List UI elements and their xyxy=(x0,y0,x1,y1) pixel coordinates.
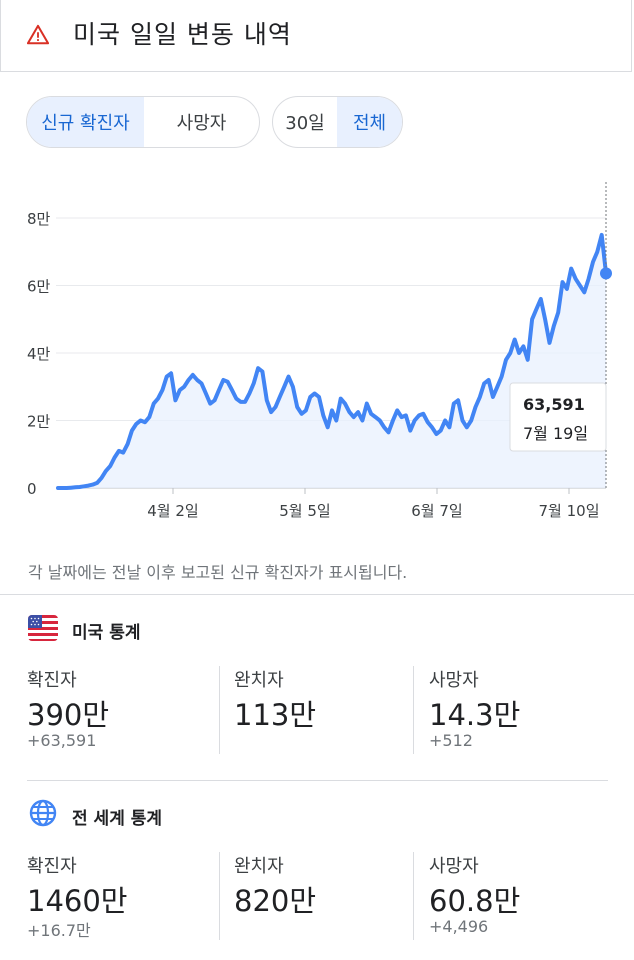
divider xyxy=(413,852,414,940)
us-deaths-label: 사망자 xyxy=(429,670,479,691)
y-tick-label: 2만 xyxy=(27,413,51,431)
y-tick-label: 8만 xyxy=(27,210,51,228)
page-title: 미국 일일 변동 내역 xyxy=(73,20,292,49)
world-deaths-value: 60.8만 xyxy=(429,884,521,918)
divider xyxy=(413,666,414,754)
us-confirmed-value: 390만 xyxy=(27,698,110,732)
divider xyxy=(0,594,634,595)
chart-note: 각 날짜에는 전날 이후 보고된 신규 확진자가 표시됩니다. xyxy=(28,563,408,582)
toggle-all-time[interactable]: 전체 xyxy=(337,97,402,147)
tooltip-value: 63,591 xyxy=(523,395,585,414)
world-stats-title: 전 세계 통계 xyxy=(72,809,163,829)
us-deaths-value: 14.3만 xyxy=(429,698,521,732)
data-point xyxy=(600,267,612,280)
range-toggle: 30일 전체 xyxy=(272,96,403,148)
divider xyxy=(27,780,608,781)
us-deaths-delta: +512 xyxy=(429,731,473,750)
world-confirmed-label: 확진자 xyxy=(27,856,77,877)
globe-icon xyxy=(29,799,57,827)
x-tick-label: 6월 7일 xyxy=(411,502,462,520)
world-deaths-delta: +4,496 xyxy=(429,917,489,936)
tooltip-date: 7월 19일 xyxy=(523,424,588,443)
us-flag-icon xyxy=(28,615,58,641)
toggle-new-cases[interactable]: 신규 확진자 xyxy=(27,97,144,147)
tooltip-box xyxy=(509,382,607,452)
world-confirmed-delta: +16.7만 xyxy=(27,921,91,940)
warning-icon xyxy=(27,24,49,45)
us-confirmed-delta: +63,591 xyxy=(27,731,97,750)
x-tick-label: 7월 10일 xyxy=(539,502,600,520)
y-tick-label: 6만 xyxy=(27,278,51,296)
daily-cases-chart[interactable]: 8만 6만 4만 2만 0 4월 2일 5월 5일 6월 7일 7월 10일 63,591 7월 1… xyxy=(0,170,634,530)
x-tick-label: 4월 2일 xyxy=(147,502,198,520)
us-recovered-value: 113만 xyxy=(234,698,317,732)
metric-toggle: 신규 확진자 사망자 xyxy=(26,96,260,148)
world-recovered-value: 820만 xyxy=(234,884,317,918)
world-deaths-label: 사망자 xyxy=(429,856,479,877)
card-header: 미국 일일 변동 내역 xyxy=(0,0,632,72)
world-recovered-label: 완치자 xyxy=(234,856,284,877)
toggle-30-days[interactable]: 30일 xyxy=(285,113,325,134)
x-tick-label: 5월 5일 xyxy=(279,502,330,520)
us-recovered-label: 완치자 xyxy=(234,670,284,691)
divider xyxy=(219,852,220,940)
us-stats-title: 미국 통계 xyxy=(72,623,141,643)
toggle-deaths[interactable]: 사망자 xyxy=(176,113,227,134)
series-line xyxy=(56,232,608,490)
y-tick-label: 0 xyxy=(27,480,37,498)
us-confirmed-label: 확진자 xyxy=(27,670,77,691)
y-tick-label: 4만 xyxy=(27,345,51,363)
divider xyxy=(219,666,220,754)
world-confirmed-value: 1460만 xyxy=(27,884,128,918)
